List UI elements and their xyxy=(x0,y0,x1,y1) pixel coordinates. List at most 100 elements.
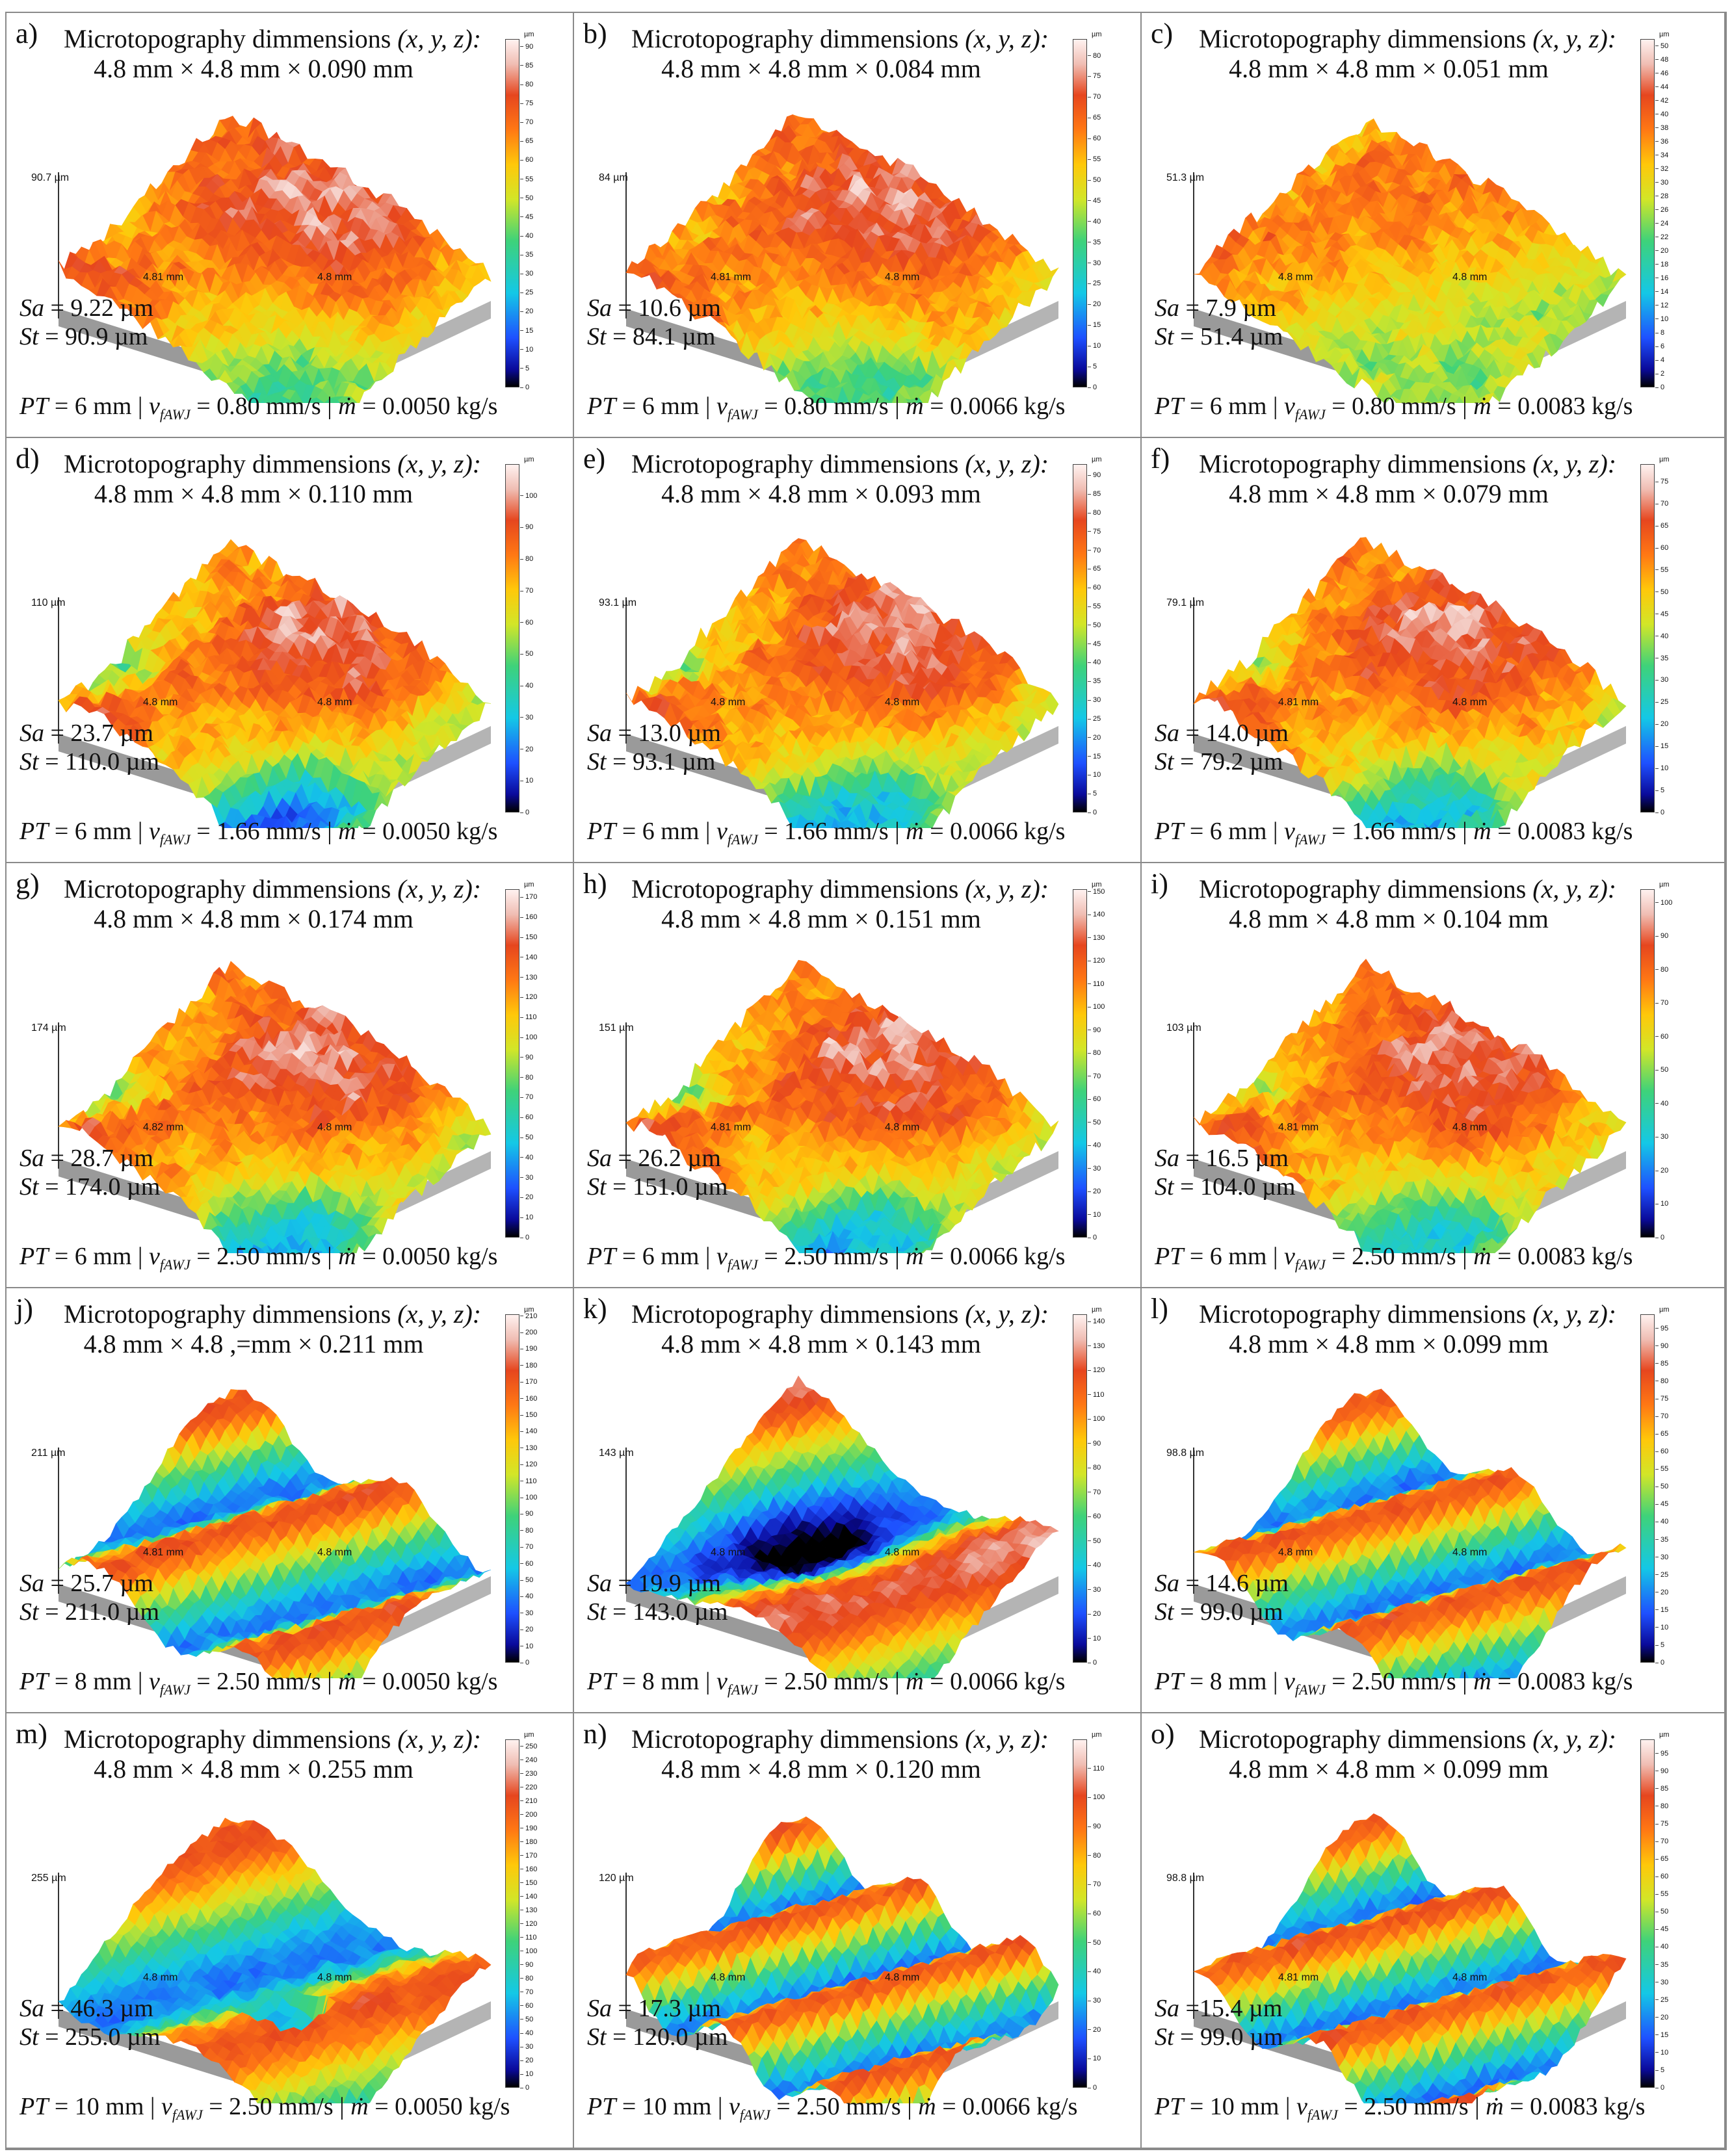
surface-facet xyxy=(829,398,837,403)
surface-facet xyxy=(882,398,893,403)
surface-facet xyxy=(326,807,340,828)
color-scale-tick: 50 xyxy=(520,651,533,658)
surface-facet xyxy=(348,396,358,403)
color-scale-tick: 75 xyxy=(520,100,533,107)
color-scale-ticks: 0 5 10 15 20 25 30 35 40 45 50 55 60 65 70 75 80 xyxy=(1088,39,1114,391)
color-scale-tick: 20 xyxy=(1088,301,1101,308)
color-scale-tick: 5 xyxy=(1088,363,1097,370)
surface-mesh xyxy=(58,115,492,403)
color-scale-unit: µm xyxy=(1092,31,1102,38)
surface-facet xyxy=(864,400,867,403)
color-scale-tick: 32 xyxy=(1655,165,1668,173)
surface-facet xyxy=(312,397,325,403)
panel-letter: b) xyxy=(583,18,607,49)
color-scale-tick: 0 xyxy=(1655,384,1664,391)
panel-letter: c) xyxy=(1151,18,1174,49)
color-scale-tick: 45 xyxy=(520,213,533,221)
surface-facet xyxy=(865,397,875,403)
surface-facet xyxy=(841,402,848,403)
color-scale-tick: 48 xyxy=(1655,56,1668,64)
color-scale-tick: 4 xyxy=(1655,356,1664,364)
surface-facet xyxy=(1423,402,1428,403)
surface-mesh xyxy=(625,114,1059,403)
color-scale-tick: 55 xyxy=(520,175,533,183)
x-axis-label: 4.81 mm xyxy=(143,272,184,283)
color-scale-tick: 6 xyxy=(1655,343,1664,350)
surface-facet xyxy=(282,815,293,828)
color-scale-tick: 60 xyxy=(520,157,533,164)
surface-mesh xyxy=(58,539,492,828)
surface-facet xyxy=(1411,389,1426,403)
color-scale-tick: 14 xyxy=(1655,288,1668,296)
surface-facet xyxy=(828,386,843,403)
color-scale-tick: 40 xyxy=(1088,218,1101,226)
color-scale-tick: 60 xyxy=(1088,135,1101,142)
color-scale-tick: 24 xyxy=(1655,220,1668,227)
color-scale-tick: 35 xyxy=(1088,239,1101,246)
surface-facet xyxy=(1446,393,1460,403)
panel-dimensions: 4.8 mm × 4.8 mm × 0.051 mm xyxy=(1229,54,1549,83)
surface-facet xyxy=(167,591,182,602)
sa-value: Sa = 9.22 µm xyxy=(20,294,153,322)
surface-facet xyxy=(306,820,321,828)
color-scale-tick: 20 xyxy=(520,746,533,753)
y-axis-label: 4.8 mm xyxy=(317,697,352,708)
surface-facet xyxy=(295,816,308,828)
surface-facet xyxy=(1406,389,1420,403)
surface-facet xyxy=(289,390,304,403)
color-scale-tick: 50 xyxy=(520,194,533,202)
surface-3d-plot xyxy=(625,114,1059,403)
surface-facet xyxy=(240,820,250,828)
panel-letter: d) xyxy=(16,443,40,474)
process-conditions: PT = 6 mm | vfAWJ = 0.80 mm/s | ṁ = 0.00… xyxy=(587,393,1066,422)
color-scale-tick: 18 xyxy=(1655,261,1668,268)
color-scale-tick: 10 xyxy=(520,346,533,354)
surface-facet xyxy=(343,818,358,828)
color-scale-bar xyxy=(505,464,519,812)
color-scale-tick: 80 xyxy=(520,81,533,88)
surface-facet xyxy=(1419,402,1427,403)
surface-facet xyxy=(337,396,352,403)
surface-facet xyxy=(301,822,311,828)
surface-facet xyxy=(842,382,856,403)
surface-facet xyxy=(884,391,898,403)
surface-3d-plot xyxy=(58,115,492,403)
surface-mesh xyxy=(1193,118,1627,403)
st-value: St = 110.0 µm xyxy=(20,748,160,775)
panel-title: Microtopography dimmensions (x, y, z): xyxy=(631,24,1049,53)
surface-facet xyxy=(247,393,262,403)
color-scale-tick: 75 xyxy=(1088,73,1101,80)
st-value: St = 84.1 µm xyxy=(587,323,716,350)
color-scale-tick: 15 xyxy=(520,327,533,335)
color-scale-tick: 40 xyxy=(520,232,533,240)
z-axis-label: 51.3 µm xyxy=(1166,172,1205,183)
st-value: St = 90.9 µm xyxy=(20,323,148,350)
surface-panel-b: b) Microtopography dimmensions (x, y, z)… xyxy=(574,13,1142,438)
color-scale-tick: 22 xyxy=(1655,233,1668,241)
surface-facet xyxy=(918,389,933,403)
surface-facet xyxy=(249,400,263,403)
color-scale-tick: 42 xyxy=(1655,97,1668,105)
surface-facet xyxy=(236,826,241,828)
figure-grid: a) Microtopography dimmensions (x, y, z)… xyxy=(5,12,1727,2150)
z-axis-label: 90.7 µm xyxy=(31,172,70,183)
surface-panel-c: c) Microtopography dimmensions (x, y, z)… xyxy=(1142,13,1725,438)
color-scale-tick: 70 xyxy=(520,119,533,126)
color-scale-tick: 10 xyxy=(1088,343,1101,350)
sa-value: Sa = 7.9 µm xyxy=(1155,294,1276,322)
surface-facet xyxy=(1480,393,1495,403)
surface-3d-plot xyxy=(58,539,492,828)
surface-facet xyxy=(303,397,317,403)
color-scale-tick: 25 xyxy=(520,289,533,296)
color-scale-tick: 70 xyxy=(520,587,533,595)
color-scale-tick: 38 xyxy=(1655,124,1668,132)
color-scale-tick: 35 xyxy=(520,252,533,259)
color-scale-tick: 5 xyxy=(520,365,529,372)
color-scale-ticks: 0 2 4 6 8 10 12 14 16 18 20 22 24 26 28 30 32 34 36 38 40 42 4… xyxy=(1655,39,1681,391)
color-scale-tick: 80 xyxy=(1088,52,1101,60)
color-scale-tick: 30 xyxy=(1088,259,1101,267)
x-axis-label: 4.8 mm xyxy=(1278,272,1313,283)
surface-facet xyxy=(904,397,919,403)
surface-facet xyxy=(809,394,824,403)
color-scale-tick: 65 xyxy=(1088,114,1101,122)
